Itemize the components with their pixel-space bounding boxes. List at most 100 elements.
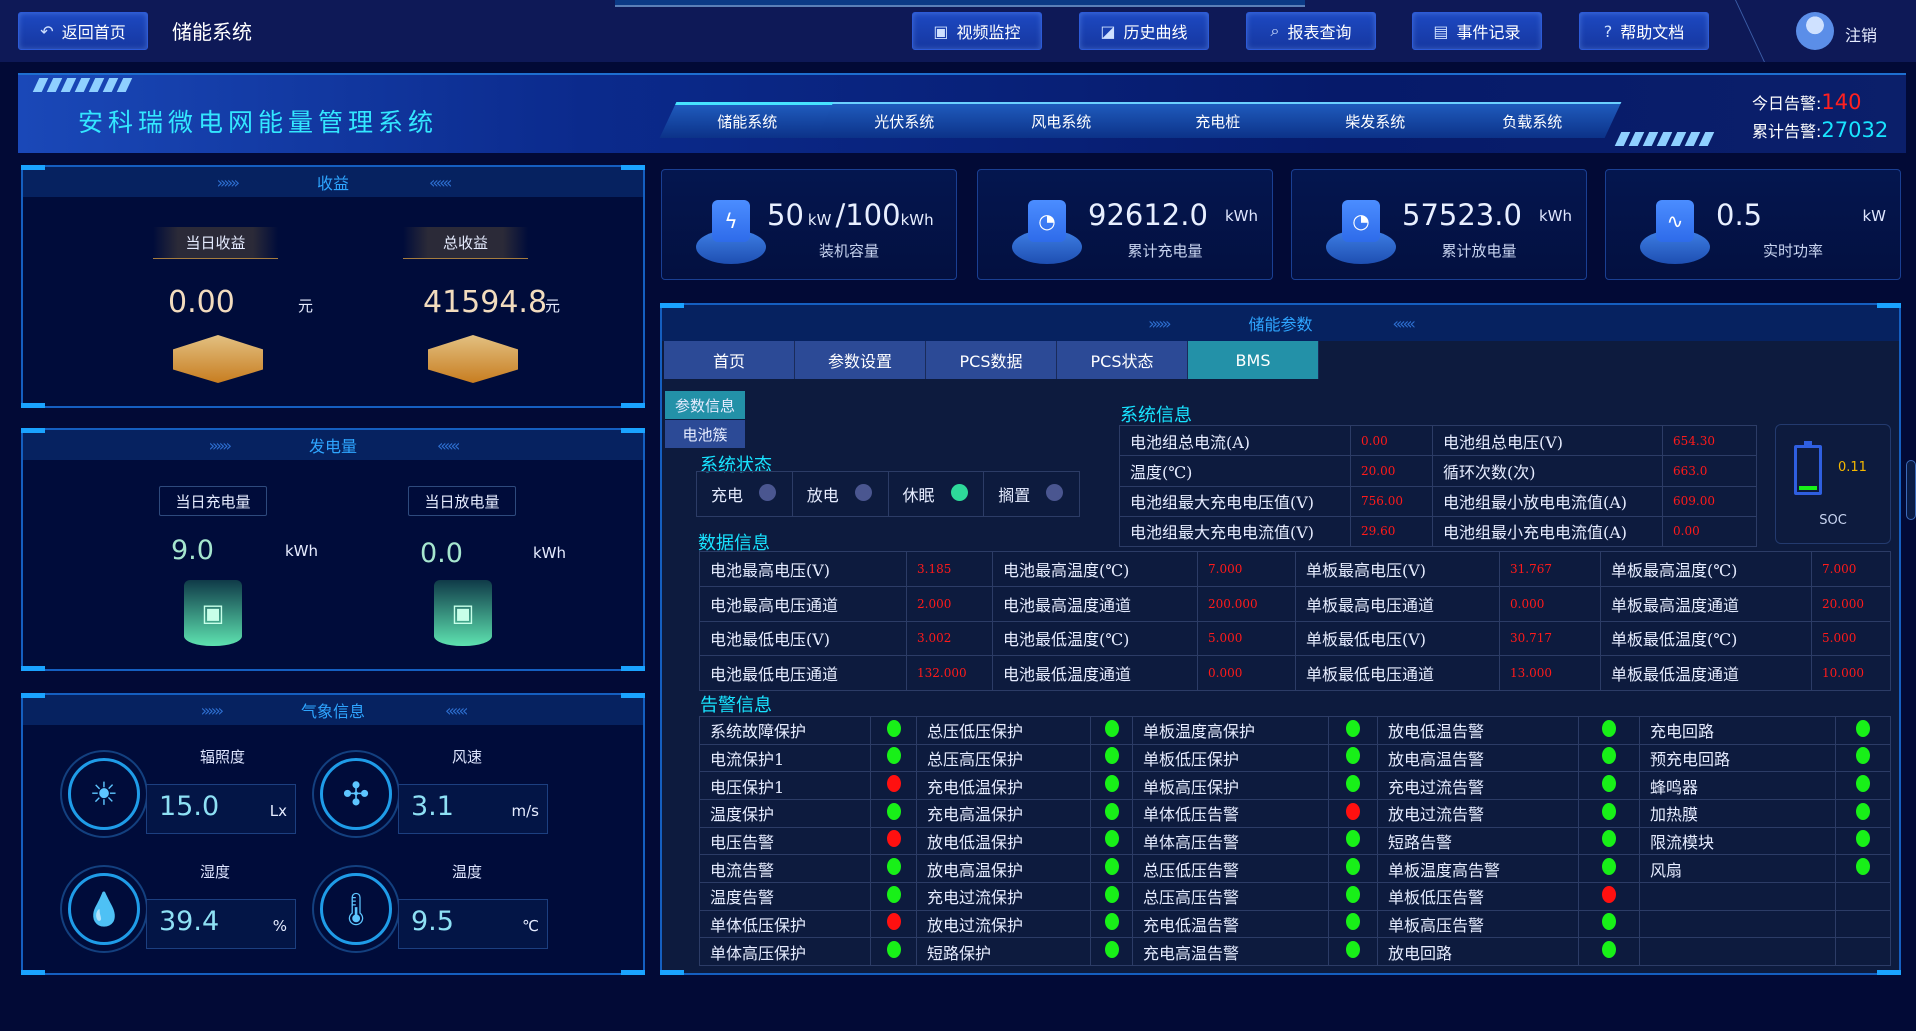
- alarm-indicator-cell: [1328, 743, 1378, 773]
- corner-decoration: [621, 666, 645, 671]
- tab-bms[interactable]: BMS: [1188, 341, 1319, 379]
- alarm-indicator-cell: [870, 854, 917, 883]
- weather-value-box: 39.4%: [146, 899, 296, 949]
- weather-label: 湿度: [200, 863, 231, 881]
- corner-decoration: [621, 428, 645, 433]
- weather-value: 39.4: [159, 906, 220, 937]
- ok-indicator: [1104, 719, 1119, 737]
- alarm-indicator-cell: [1090, 743, 1133, 773]
- battery-icon: ϟ: [712, 200, 750, 242]
- alarm-label: 单体低压告警: [1132, 798, 1329, 828]
- system-tab-label: 柴发系统: [1345, 112, 1406, 131]
- stat-unit-inline: kW: [807, 211, 832, 229]
- alarm-label: 放电低温保护: [916, 826, 1091, 856]
- charge-unit: kWh: [285, 542, 319, 560]
- alarm-label: 放电低温告警: [1377, 716, 1579, 745]
- soc-widget: 0.11 SOC: [1775, 424, 1891, 544]
- subtab[interactable]: 电池簇: [665, 420, 745, 448]
- stat-card: ∿ 0.5 kW 实时功率: [1605, 169, 1901, 280]
- data-value: 30.717: [1499, 620, 1601, 657]
- info-label: 电池组最大充电电压值(V): [1119, 485, 1351, 517]
- system-tab[interactable]: 充电桩: [1130, 102, 1308, 138]
- system-tab[interactable]: 光伏系统: [816, 102, 994, 138]
- data-label: 单板最高电压通道: [1295, 585, 1500, 622]
- stat-value-main: 57523.0: [1402, 198, 1522, 232]
- alarm-label: 系统故障保护: [699, 716, 871, 745]
- alarm-indicator-cell: [1835, 881, 1891, 911]
- subtab[interactable]: 参数信息: [665, 391, 745, 419]
- ok-indicator: [1856, 802, 1870, 820]
- stripes-decoration: [1614, 132, 1715, 146]
- system-tab[interactable]: 风电系统: [973, 102, 1151, 138]
- weather-title: 气象信息: [300, 702, 365, 721]
- data-label: 电池最低温度通道: [992, 655, 1198, 691]
- data-value: 5.000: [1811, 620, 1891, 657]
- tab-pcs数据[interactable]: PCS数据: [926, 341, 1057, 379]
- weather-label: 辐照度: [200, 748, 246, 766]
- alarm-label: [1639, 881, 1836, 911]
- avatar[interactable]: [1796, 12, 1834, 50]
- alarm-indicator-cell: [1328, 909, 1378, 939]
- alarm-indicator-cell: [1835, 716, 1891, 745]
- status-off-indicator: [1046, 484, 1064, 501]
- coin-box-icon: [428, 335, 518, 383]
- table-row: 电流保护1 总压高压保护 单板低压保护 放电高温告警 预充电回路: [699, 743, 1891, 773]
- sun-icon: ☀: [68, 758, 140, 830]
- tab-参数设置[interactable]: 参数设置: [795, 341, 926, 379]
- system-tab[interactable]: 柴发系统: [1287, 102, 1465, 138]
- tab-pcs状态[interactable]: PCS状态: [1057, 341, 1188, 379]
- nav-help-button[interactable]: ? 帮助文档: [1579, 12, 1709, 50]
- alarm-label: 总压低压告警: [1132, 854, 1329, 883]
- nav-chart-button[interactable]: ◪ 历史曲线: [1079, 12, 1209, 50]
- scrollbar[interactable]: [1906, 460, 1916, 520]
- alarm-indicator: [1346, 802, 1360, 820]
- alarm-label: 单体低压保护: [699, 909, 871, 939]
- humidity-icon: 💧: [68, 873, 140, 945]
- corner-decoration: [1877, 303, 1901, 308]
- info-label: 电池组总电压(V): [1432, 424, 1663, 457]
- nav-document-button[interactable]: ▤ 事件记录: [1412, 12, 1542, 50]
- table-row: 电压保护1 充电低温保护 单板高压保护 充电过流告警 蜂鸣器: [699, 771, 1891, 800]
- nav-search-button[interactable]: ⌕ 报表查询: [1246, 12, 1376, 50]
- table-row: 电池组最大充电电压值(V) 756.00 电池组最小放电电流值(A) 609.00: [1119, 485, 1757, 517]
- ok-indicator: [1856, 775, 1870, 793]
- alarm-indicator-cell: [1835, 771, 1891, 800]
- back-arrow-icon: ↶: [40, 21, 54, 41]
- corner-decoration: [21, 970, 45, 975]
- stat-label: 实时功率: [1762, 242, 1823, 260]
- table-row: 单体高压保护 短路保护 充电高温告警 放电回路: [699, 937, 1891, 966]
- status-title: 系统状态: [700, 455, 772, 476]
- alarm-label: 放电过流保护: [916, 909, 1091, 939]
- logout-button[interactable]: 注销: [1845, 26, 1878, 45]
- back-home-button[interactable]: ↶ 返回首页: [18, 12, 148, 50]
- system-tab[interactable]: 储能系统: [659, 102, 837, 138]
- nav-video-button[interactable]: ▣ 视频监控: [912, 12, 1042, 50]
- alarm-label: 充电过流告警: [1377, 771, 1579, 800]
- table-row: 温度告警 充电过流保护 总压高压告警 单板低压告警: [699, 881, 1891, 911]
- info-value: 663.0: [1662, 455, 1757, 487]
- alarm-indicator-cell: [1090, 798, 1133, 828]
- stat-value-main: 0.5: [1716, 198, 1763, 232]
- calendar-icon: ▣: [434, 580, 492, 646]
- data-value: 13.000: [1499, 655, 1601, 691]
- system-tab[interactable]: 负载系统: [1444, 102, 1622, 138]
- charge-label: 当日充电量: [159, 486, 267, 516]
- ok-indicator: [1346, 941, 1360, 959]
- corner-decoration: [621, 165, 645, 170]
- stat-card: ◔ 92612.0 kWh 累计充电量: [977, 169, 1273, 280]
- alarm-indicator-cell: [1328, 771, 1378, 800]
- alarm-indicator: [886, 775, 901, 793]
- stat-unit: kWh: [1538, 207, 1572, 225]
- info-label: 温度(℃): [1119, 455, 1351, 487]
- data-label: 单板最高温度通道: [1600, 585, 1812, 622]
- data-label: 电池最高电压通道: [699, 585, 907, 622]
- tab-首页[interactable]: 首页: [664, 341, 795, 379]
- weather-unit: m/s: [511, 802, 539, 820]
- stat-card: ◔ 57523.0 kWh 累计放电量: [1291, 169, 1587, 280]
- help-icon: ?: [1603, 21, 1613, 41]
- ok-indicator: [886, 719, 901, 737]
- stat-unit: kW: [1862, 207, 1886, 225]
- system-tab-label: 充电桩: [1196, 112, 1242, 131]
- alarm-indicator-cell: [870, 743, 917, 773]
- alarm-label: 充电低温保护: [916, 771, 1091, 800]
